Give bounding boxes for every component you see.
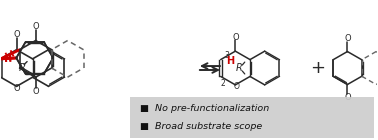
Text: O: O [232,33,239,42]
Text: +: + [310,59,325,77]
Text: O: O [344,34,351,43]
Text: R: R [19,63,26,73]
FancyBboxPatch shape [130,97,374,138]
Text: 2: 2 [220,79,225,88]
Text: O: O [13,30,20,39]
Text: O: O [33,87,39,95]
Text: O: O [233,82,239,91]
Text: H: H [226,56,235,66]
Text: O: O [344,93,351,102]
Text: ■  Broad substrate scope: ■ Broad substrate scope [140,122,262,131]
Text: O: O [33,22,39,31]
Text: O: O [13,84,20,93]
Text: ■  No pre-functionalization: ■ No pre-functionalization [140,104,270,113]
Text: 3: 3 [224,51,229,60]
Text: R: R [235,63,242,73]
